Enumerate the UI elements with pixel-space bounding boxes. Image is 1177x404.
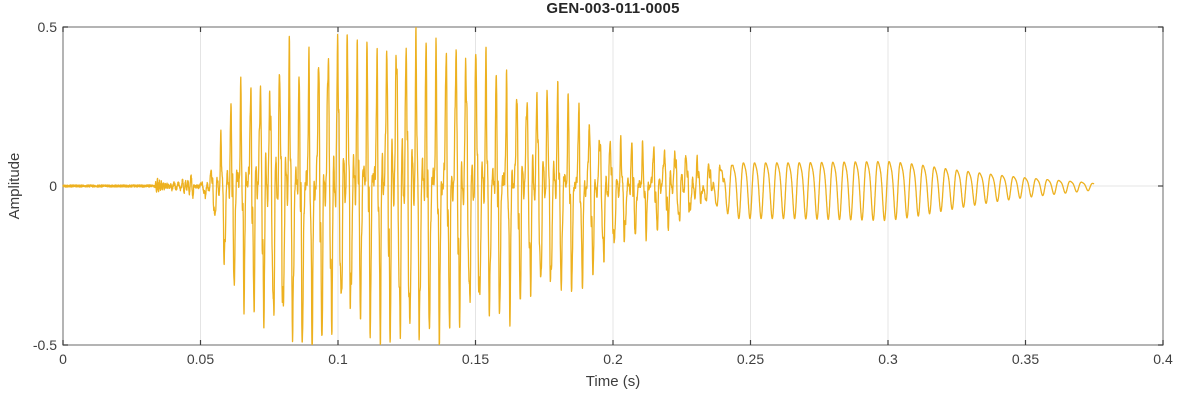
- x-axis-label: Time (s): [585, 373, 641, 390]
- x-tick-label: 0.25: [736, 351, 765, 367]
- x-tick-label: 0.15: [461, 351, 490, 367]
- x-tick-label: 0.4: [1153, 351, 1173, 367]
- y-tick-label: 0: [49, 178, 57, 194]
- x-tick-label: 0.05: [186, 351, 215, 367]
- chart-title: GEN-003-011-0005: [546, 0, 680, 17]
- x-tick-label: 0.35: [1011, 351, 1040, 367]
- x-tick-label: 0.3: [878, 351, 898, 367]
- x-tick-label: 0.2: [603, 351, 623, 367]
- x-tick-label: 0: [59, 351, 67, 367]
- waveform-path: [62, 26, 1095, 346]
- y-tick-label: 0.5: [37, 19, 57, 35]
- x-tick-label: 0.1: [328, 351, 348, 367]
- y-tick-label: -0.5: [32, 337, 57, 353]
